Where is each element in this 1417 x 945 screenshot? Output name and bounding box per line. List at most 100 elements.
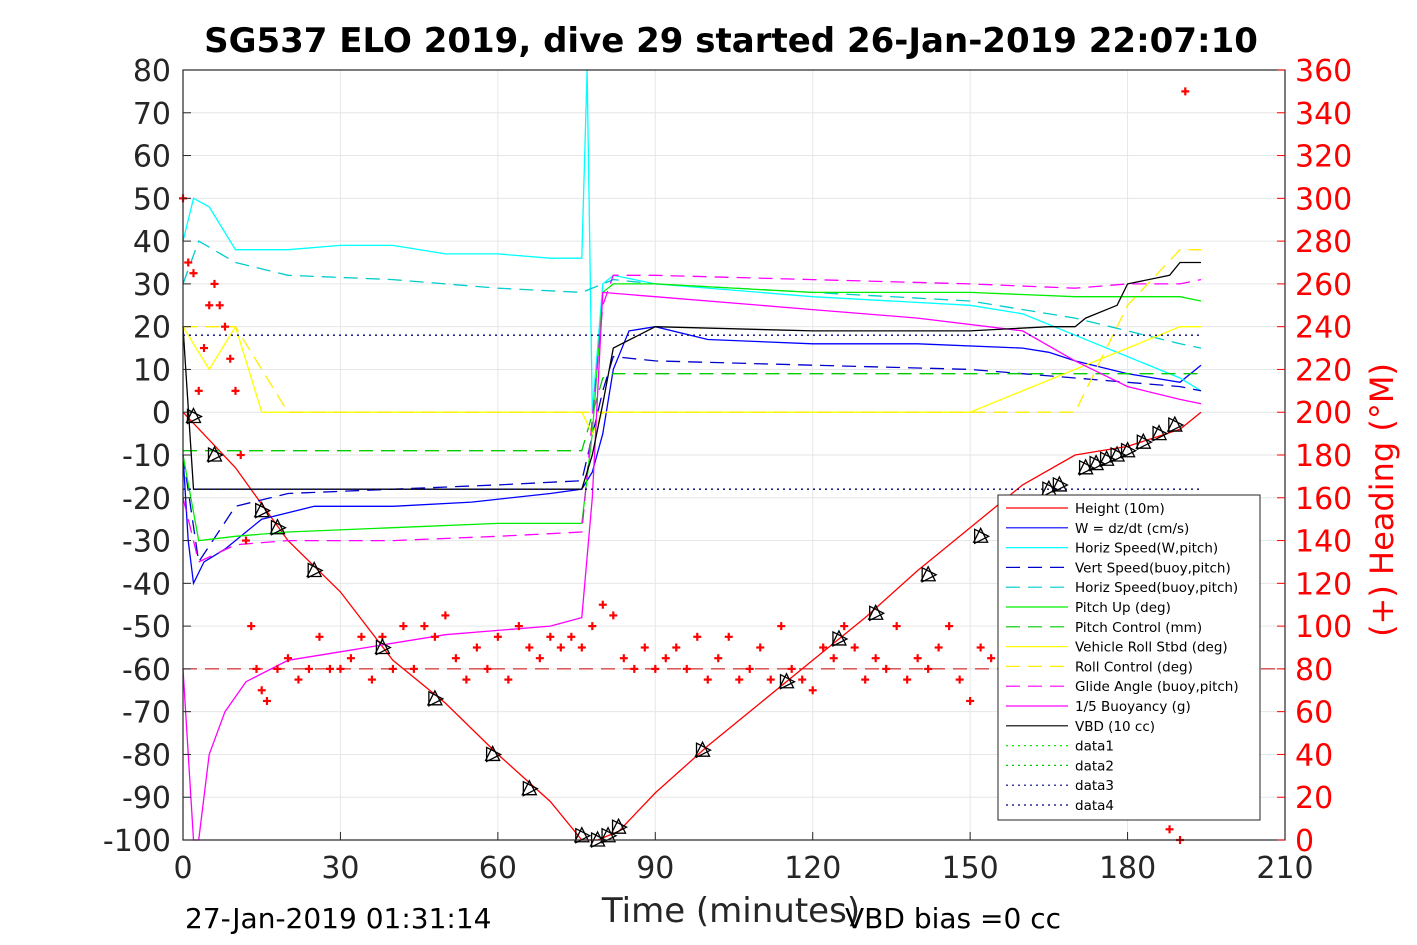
heading-point	[257, 686, 266, 695]
heading-point	[871, 654, 880, 663]
legend-item: Glide Angle (buoy,pitch)	[1006, 679, 1239, 695]
heading-point	[714, 654, 723, 663]
heading-point	[315, 632, 324, 641]
y-right-tick-label: 180	[1295, 439, 1352, 474]
heading-point	[1165, 825, 1174, 834]
triangle-marker	[778, 672, 796, 690]
y-right-tick-label: 340	[1295, 97, 1352, 132]
y-right-tick-label: 140	[1295, 525, 1352, 560]
y-right-tick-label: 300	[1295, 182, 1352, 217]
heading-point	[640, 643, 649, 652]
legend-label: data4	[1075, 798, 1114, 814]
heading-point	[199, 344, 208, 353]
heading-point	[184, 258, 193, 267]
heading-point	[346, 654, 355, 663]
y-tick-label: 30	[133, 268, 171, 303]
heading-point	[703, 675, 712, 684]
right-axis-label: (+) Heading (°M)	[1363, 363, 1401, 637]
heading-point	[215, 301, 224, 310]
heading-point	[262, 696, 271, 705]
heading-point	[945, 622, 954, 631]
heading-point	[525, 643, 534, 652]
triangle-marker	[600, 826, 618, 844]
y-tick-label: 80	[133, 54, 171, 89]
heading-point	[798, 675, 807, 684]
heading-point	[325, 664, 334, 673]
heading-point	[205, 301, 214, 310]
heading-point	[1181, 87, 1190, 96]
triangle-marker	[1109, 445, 1127, 464]
heading-point	[819, 643, 828, 652]
heading-point	[546, 632, 555, 641]
legend-item: Vert Speed(buoy,pitch)	[1006, 560, 1231, 576]
legend-label: Vert Speed(buoy,pitch)	[1075, 560, 1231, 576]
legend-item: Roll Control (deg)	[1006, 659, 1193, 675]
y-right-tick-label: 320	[1295, 140, 1352, 175]
x-tick-label: 120	[784, 851, 841, 886]
heading-point	[882, 664, 891, 673]
y-right-tick-label: 0	[1295, 824, 1314, 859]
heading-point	[934, 643, 943, 652]
y-tick-label: 70	[133, 97, 171, 132]
heading-point	[987, 654, 996, 663]
heading-point	[226, 354, 235, 363]
legend-item: Height (10m)	[1006, 501, 1165, 517]
triangle-marker	[1166, 415, 1185, 434]
x-axis: 0 30 60 90 120 150 180 210	[173, 832, 1314, 886]
x-tick-label: 60	[479, 851, 517, 886]
y-tick-label: -50	[122, 610, 171, 645]
triangle-marker	[253, 501, 272, 519]
legend-label: data2	[1075, 758, 1114, 774]
series-line-10	[182, 291, 1202, 841]
y-right-tick-label: 360	[1295, 54, 1352, 89]
triangle-marker	[269, 518, 287, 536]
series-layer	[182, 69, 1285, 841]
triangle-marker	[573, 826, 592, 844]
legend-label: Pitch Up (deg)	[1075, 600, 1171, 616]
legend-item: Horiz Speed(W,pitch)	[1006, 541, 1218, 557]
heading-point	[483, 664, 492, 673]
legend-label: Glide Angle (buoy,pitch)	[1075, 679, 1239, 695]
y-right-tick-label: 80	[1295, 653, 1333, 688]
x-tick-label: 30	[321, 851, 359, 886]
legend-item: Pitch Control (mm)	[1006, 620, 1202, 636]
heading-point	[367, 675, 376, 684]
heading-point	[588, 622, 597, 631]
series-line-7	[182, 325, 1201, 436]
series-line-6	[183, 373, 1201, 452]
y-right-tick-label: 60	[1295, 696, 1333, 731]
x-tick-label: 150	[942, 851, 999, 886]
legend-label: data1	[1075, 739, 1114, 755]
triangle-marker	[484, 744, 503, 763]
legend-item: data1	[1006, 739, 1114, 755]
heading-point	[535, 654, 544, 663]
legend-item: VBD (10 cc)	[1006, 719, 1155, 735]
heading-point	[892, 622, 901, 631]
y-tick-label: 10	[133, 353, 171, 388]
triangle-marker	[1077, 458, 1096, 476]
triangle-marker	[694, 740, 712, 759]
heading-point	[472, 643, 481, 652]
series-line-3	[182, 355, 1202, 564]
legend-label: W = dz/dt (cm/s)	[1075, 521, 1189, 537]
x-tick-label: 0	[173, 851, 192, 886]
y-right-tick-label: 40	[1295, 738, 1333, 773]
y-tick-label: -70	[122, 696, 171, 731]
heading-point	[693, 632, 702, 641]
series-line-11	[182, 261, 1201, 490]
triangle-marker	[1098, 449, 1117, 468]
footer-vbd-bias: VBD bias =0 cc	[845, 902, 1061, 935]
heading-point	[409, 664, 418, 673]
x-tick-label: 90	[636, 851, 674, 886]
y-tick-label: -20	[122, 482, 171, 517]
triangle-marker	[1135, 432, 1153, 451]
heading-point	[357, 632, 366, 641]
y-tick-label: -10	[122, 439, 171, 474]
right-axis: 3603403203002802602402202001801601401201…	[1277, 54, 1352, 859]
heading-point	[966, 696, 975, 705]
heading-point	[567, 632, 576, 641]
y-tick-label: -40	[122, 567, 171, 602]
heading-point	[451, 654, 460, 663]
heading-point	[787, 664, 796, 673]
heading-point	[194, 386, 203, 395]
